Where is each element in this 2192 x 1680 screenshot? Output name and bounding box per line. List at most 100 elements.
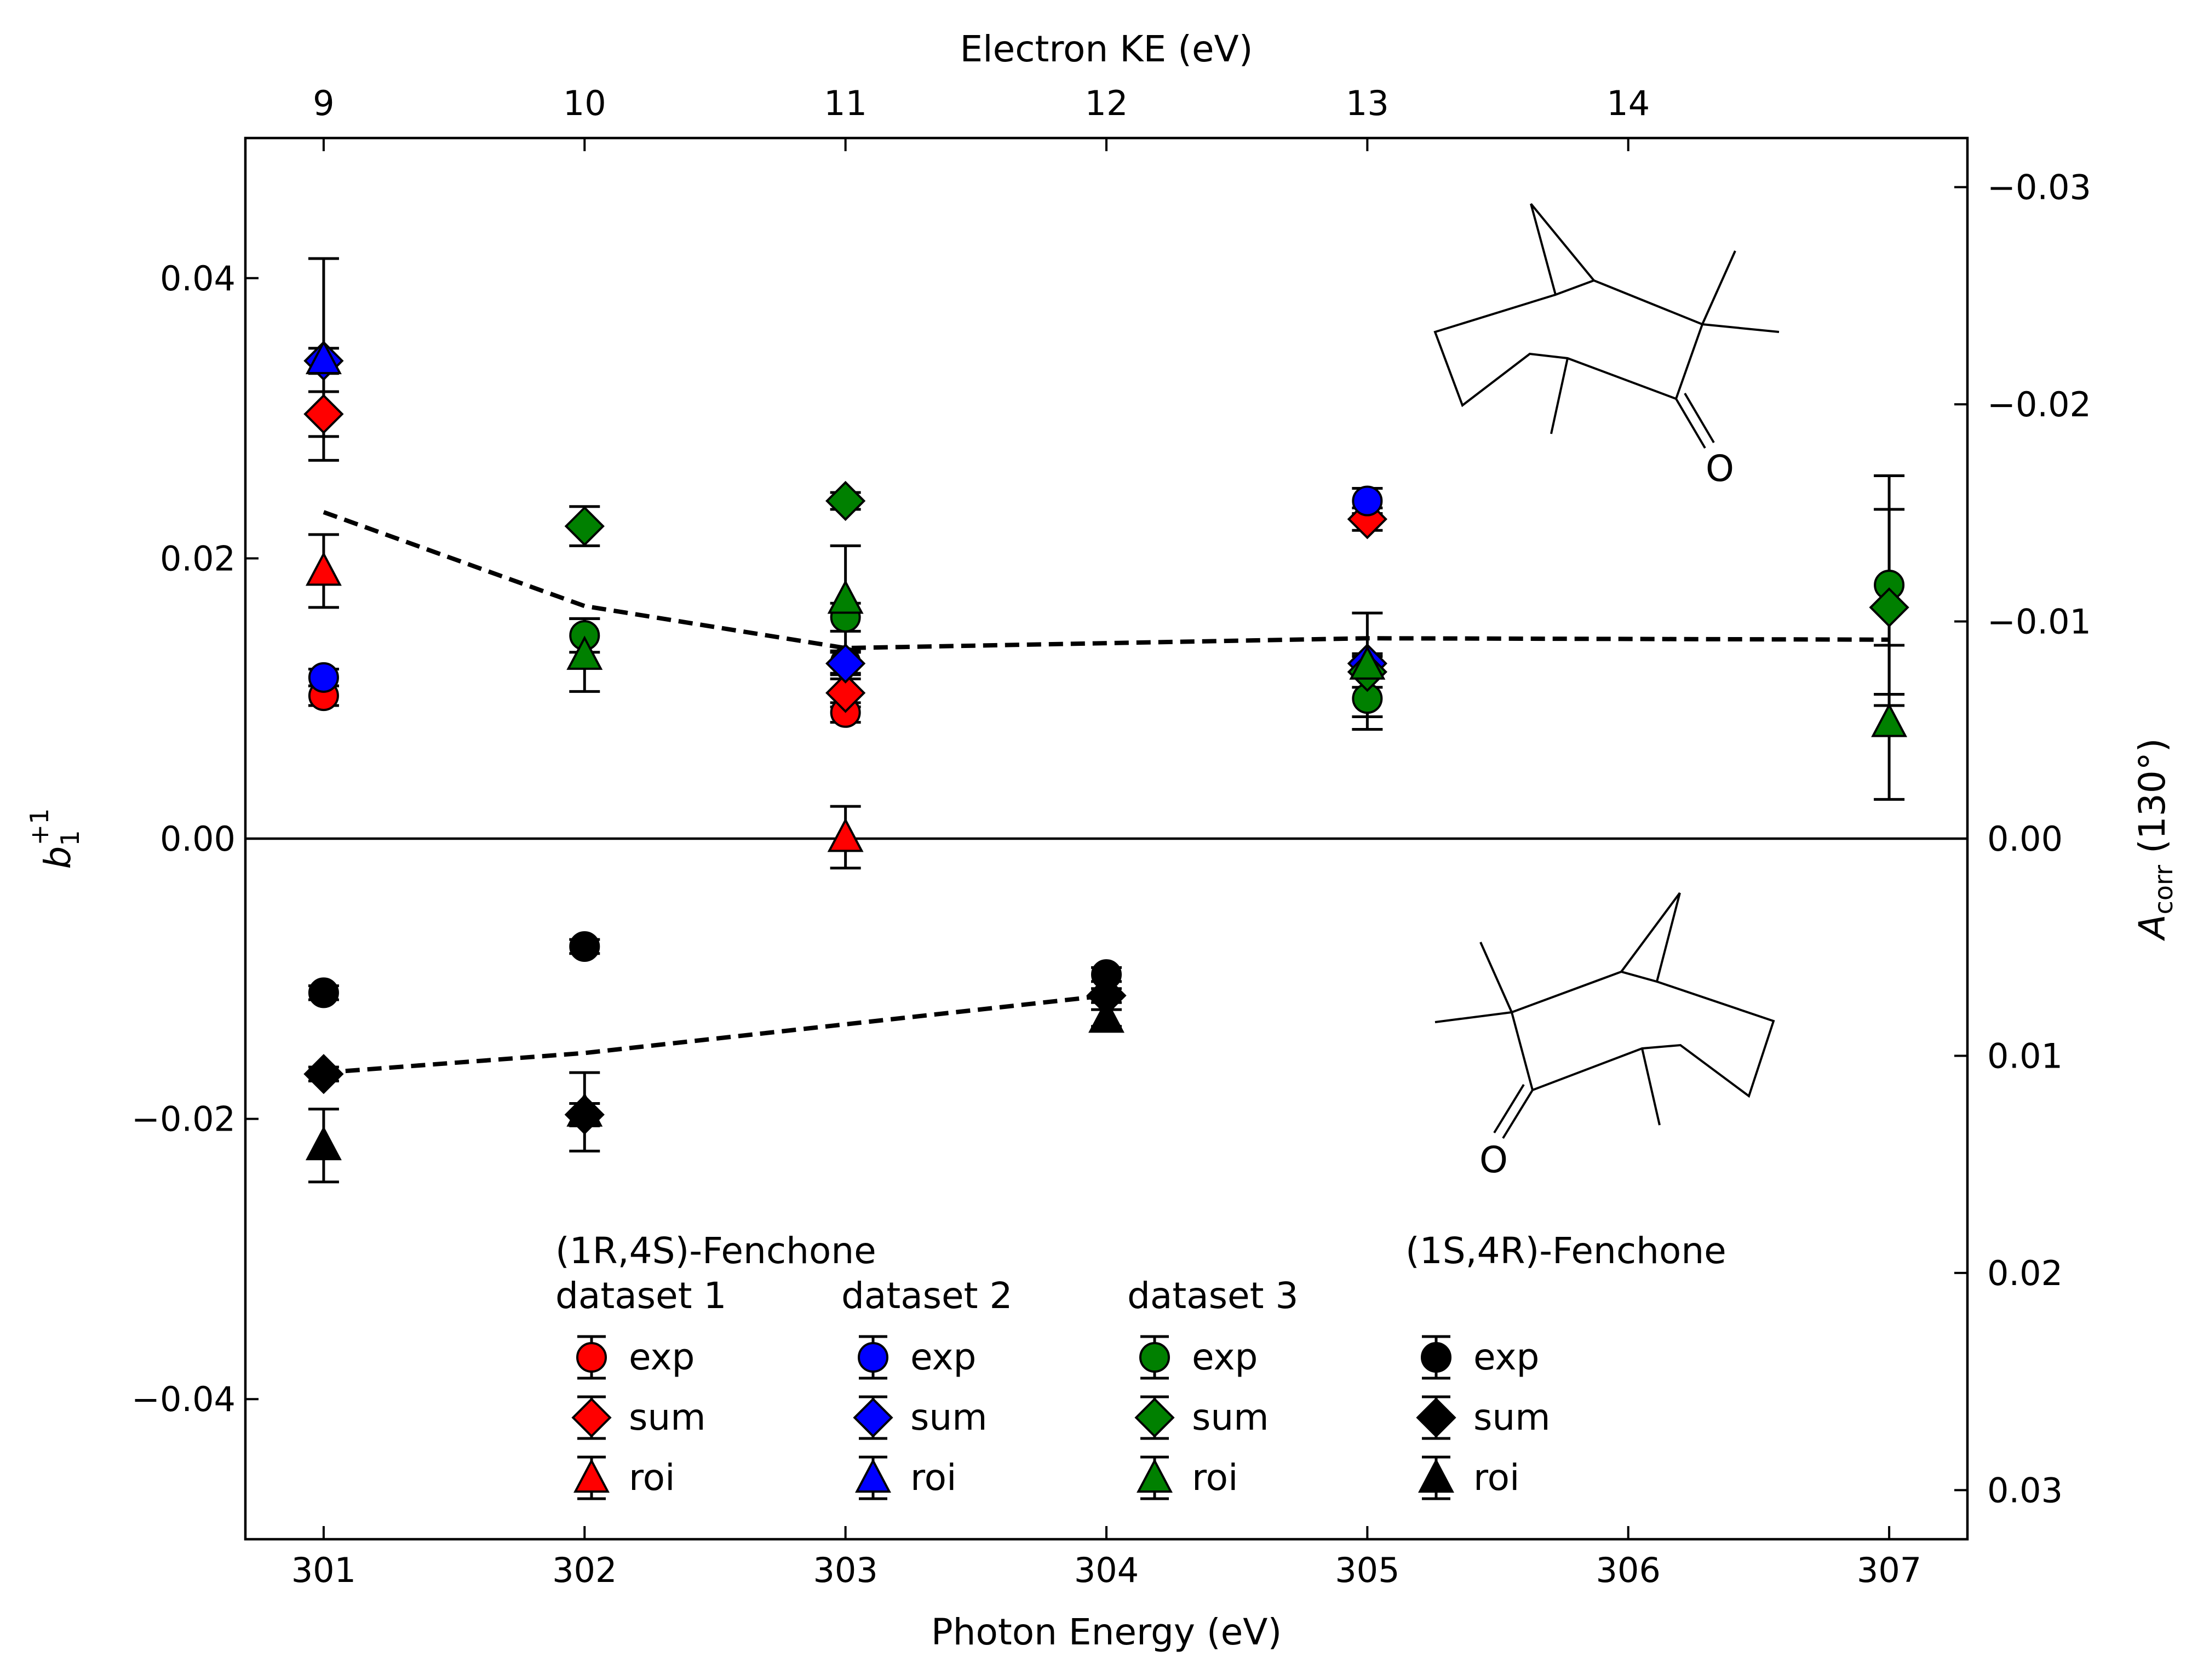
- legend-title-1s4r: (1S,4R)-Fenchone: [1405, 1230, 1726, 1272]
- legend-d3-roi-label: roi: [1192, 1457, 1238, 1499]
- legend-marker-1s-4r-fenchone-exp: [1421, 1342, 1451, 1373]
- right-tick-label-6: 0.03: [1987, 1470, 2063, 1510]
- molecule-1s4r-icon: O: [1434, 892, 1775, 1181]
- legend-marker-dataset-3-sum: [1134, 1397, 1175, 1438]
- legend-marker-dataset-3-exp: [1139, 1342, 1170, 1373]
- legend-title-dataset-1: dataset 1: [555, 1275, 727, 1317]
- x-tick-label-306: 306: [1596, 1550, 1661, 1590]
- y-tick-label-3: 0.02: [160, 538, 236, 578]
- point-dataset-2-exp-0: [308, 662, 339, 693]
- right-axis-label: Acorr (130°): [2131, 738, 2178, 941]
- molecule-1r4s-oxygen: O: [1706, 448, 1734, 490]
- point-1s-4r-roi-1: [566, 1092, 603, 1127]
- point-dataset-3-roi-0: [566, 635, 603, 670]
- legend-marker-dataset-3-roi: [1137, 1458, 1173, 1493]
- right-tick-label-0: −0.03: [1987, 168, 2091, 208]
- top-axis-label: Electron KE (eV): [960, 28, 1253, 70]
- y-label-main: b: [37, 846, 79, 869]
- legend-d1-roi-label: roi: [629, 1457, 675, 1499]
- top-tick-label-11: 11: [824, 83, 867, 123]
- top-tick-label-13: 13: [1346, 83, 1389, 123]
- point-dataset-3-sum-0: [564, 506, 605, 547]
- y-tick-label-0: −0.04: [131, 1379, 236, 1419]
- point-1s-4r-roi-0: [305, 1126, 342, 1161]
- trend-lines-layer: [323, 510, 1890, 1075]
- y-tick-label-4: 0.04: [160, 259, 236, 299]
- molecule-1r4s-icon: O: [1433, 203, 1780, 490]
- legend-marker-1s-4r-fenchone-sum: [1416, 1397, 1456, 1438]
- legend-marker-dataset-1-exp: [576, 1342, 607, 1373]
- point-dataset-3-roi-3: [1871, 703, 1908, 737]
- legend-d2-sum-label: sum: [910, 1396, 988, 1438]
- right-tick-label-4: 0.01: [1987, 1036, 2063, 1076]
- molecule-1s4r-oxygen: O: [1479, 1139, 1508, 1181]
- y-label-sup: +1: [25, 809, 54, 846]
- point-dataset-2-roi-0: [305, 340, 342, 375]
- point-dataset-3-sum-3: [1869, 587, 1909, 628]
- legend-d2-roi-label: roi: [910, 1457, 956, 1499]
- point-dataset-3-roi-2: [1349, 645, 1386, 680]
- trend-line-1r-4s-trend: [323, 510, 1890, 651]
- legend-d3-sum-label: sum: [1192, 1396, 1269, 1438]
- y-tick-label-2: 0.00: [160, 819, 236, 859]
- legend-marker-1s-4r-fenchone-roi: [1418, 1458, 1454, 1493]
- point-dataset-1-sum-0: [303, 394, 344, 434]
- legend-1s4r-roi-label: roi: [1473, 1457, 1519, 1499]
- point-dataset-1-roi-0: [305, 551, 342, 586]
- right-label-sub: corr: [2149, 865, 2178, 915]
- x-axis-label: Photon Energy (eV): [931, 1611, 1282, 1653]
- right-tick-label-3: 0.00: [1987, 819, 2063, 859]
- right-tick-label-2: −0.01: [1987, 602, 2091, 642]
- legend-marker-dataset-2-sum: [853, 1397, 893, 1438]
- x-tick-label-305: 305: [1335, 1550, 1399, 1590]
- right-label-tail: (130°): [2131, 738, 2173, 864]
- point-1s-4r-exp-0: [308, 977, 339, 1008]
- bottom-axis-ticks: 301 302 303 304 305 306 307: [291, 1526, 1921, 1590]
- x-tick-label-304: 304: [1074, 1550, 1139, 1590]
- y-tick-label-1: −0.02: [131, 1099, 236, 1139]
- right-axis-ticks: −0.03 −0.02 −0.01 0.00 0.01 0.02 0.03: [1954, 168, 2091, 1510]
- legend-d1-exp-label: exp: [629, 1336, 695, 1378]
- point-dataset-1-sum-1: [825, 673, 866, 713]
- svg-text:Acorr (130°): Acorr (130°): [2131, 738, 2178, 941]
- legend-marker-dataset-1-sum: [571, 1397, 612, 1438]
- y-label-sub: 1: [55, 830, 85, 846]
- x-tick-label-303: 303: [813, 1550, 877, 1590]
- legend-1s4r-sum-label: sum: [1473, 1396, 1551, 1438]
- legend-group-title: (1R,4S)-Fenchone: [555, 1230, 876, 1272]
- legend-marker-dataset-2-roi: [855, 1458, 891, 1493]
- y-axis-label: b1+1: [25, 809, 85, 869]
- top-axis-ticks: 9 10 11 12 13 14: [313, 83, 1650, 151]
- x-tick-label-302: 302: [552, 1550, 617, 1590]
- point-dataset-1-sum-2: [1347, 499, 1387, 540]
- legend-symbols: [571, 1335, 1456, 1500]
- top-tick-label-9: 9: [313, 83, 334, 123]
- right-label-main: A: [2131, 914, 2173, 941]
- svg-text:b1+1: b1+1: [25, 809, 85, 869]
- point-dataset-3-sum-1: [825, 480, 866, 521]
- x-tick-label-301: 301: [291, 1550, 356, 1590]
- top-tick-label-12: 12: [1085, 83, 1128, 123]
- x-tick-label-307: 307: [1857, 1550, 1921, 1590]
- legend-marker-dataset-2-exp: [858, 1342, 888, 1373]
- legend-title-dataset-2: dataset 2: [841, 1275, 1013, 1317]
- point-dataset-3-roi-1: [827, 580, 864, 614]
- legend-title-dataset-3: dataset 3: [1127, 1275, 1299, 1317]
- right-tick-label-1: −0.02: [1987, 385, 2091, 425]
- top-tick-label-14: 14: [1606, 83, 1650, 123]
- point-1s-4r-exp-1: [569, 931, 600, 962]
- legend-d1-sum-label: sum: [629, 1396, 706, 1438]
- legend-d3-exp-label: exp: [1192, 1336, 1258, 1378]
- left-axis-ticks: −0.04 −0.02 0.00 0.02 0.04: [131, 259, 259, 1419]
- legend-1s4r-exp-label: exp: [1473, 1336, 1539, 1378]
- point-dataset-2-exp-2: [1352, 485, 1383, 517]
- point-dataset-2-sum-1: [825, 643, 866, 684]
- right-tick-label-5: 0.02: [1987, 1253, 2063, 1293]
- point-1s-4r-roi-2: [1088, 998, 1124, 1033]
- markers-layer: [303, 340, 1909, 1161]
- point-dataset-1-roi-1: [827, 817, 864, 852]
- legend: (1R,4S)-Fenchone dataset 1 dataset 2 dat…: [555, 1230, 1726, 1500]
- top-tick-label-10: 10: [563, 83, 606, 123]
